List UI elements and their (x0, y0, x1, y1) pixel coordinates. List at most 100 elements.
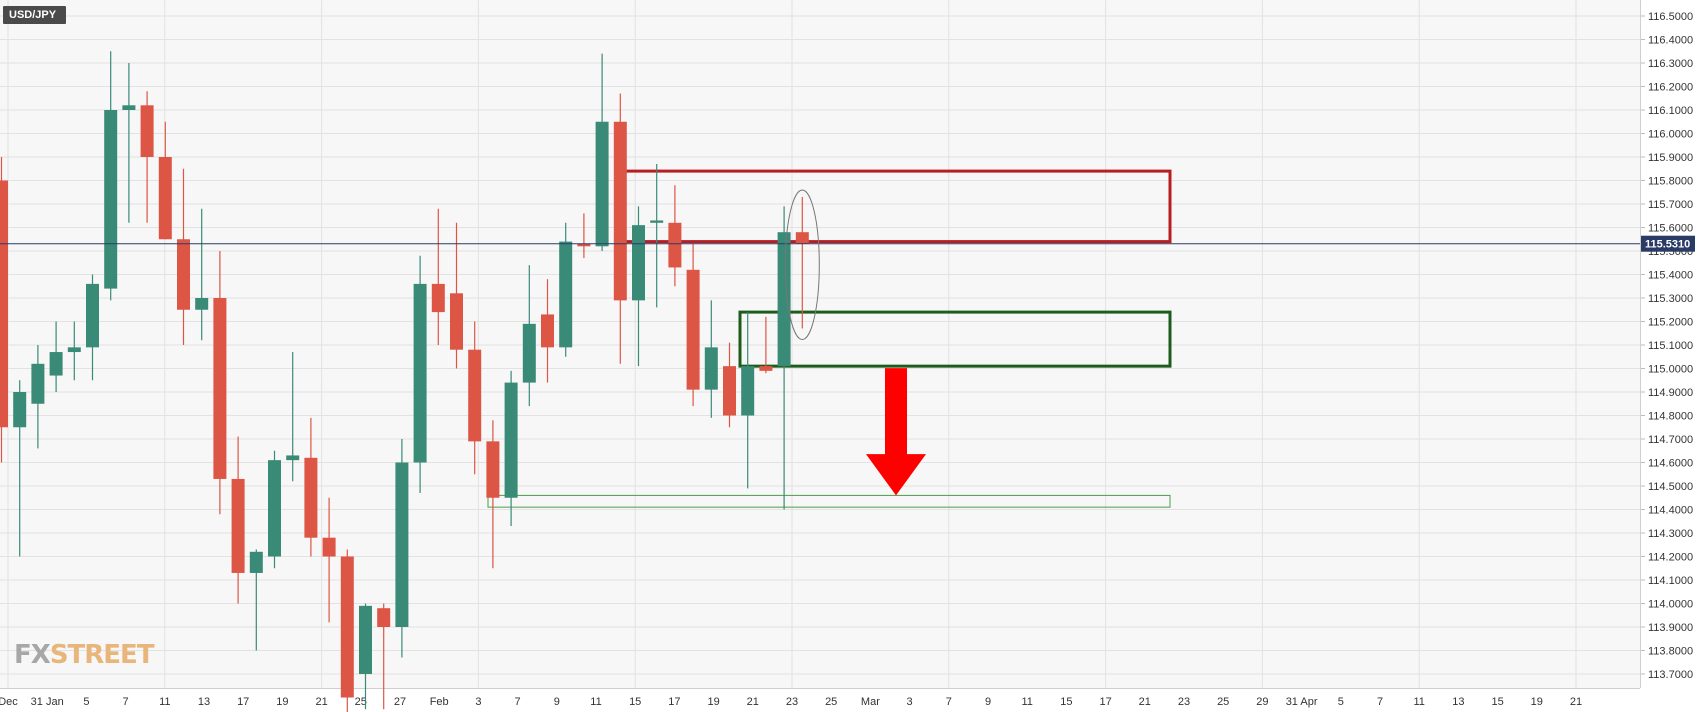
candle-body (704, 347, 718, 390)
x-tick-label: 15 (1060, 696, 1072, 708)
y-axis-labels: 116.5000 116.4000 116.3000 116.2000 116.1000… (1640, 11, 1693, 681)
candle-down (450, 222, 463, 369)
x-tick-label: 21 (315, 696, 327, 708)
logo-fx: FX (14, 640, 51, 670)
y-tick-label: 114.9000 (1648, 387, 1693, 399)
x-tick-label: 11 (1413, 696, 1424, 708)
x-axis-labels: Dec 31 Jan 5 7 11 13 17 19 21 25 27 Feb 3 7 9 11 15 17 19 2… (0, 696, 1582, 708)
candle-body (795, 232, 809, 244)
x-tick-label: 11 (159, 696, 170, 708)
candle-body (13, 392, 27, 428)
x-tick-label: 13 (1452, 696, 1464, 708)
y-tick-label: 114.8000 (1648, 411, 1693, 423)
y-tick-label: 115.6000 (1648, 223, 1693, 235)
y-tick-label: 114.7000 (1648, 434, 1693, 446)
candle-body (468, 349, 482, 442)
y-tick-label: 114.0000 (1648, 599, 1693, 611)
x-tick-label: Dec (0, 696, 18, 708)
x-tick-label: Mar (861, 696, 880, 708)
x-tick-label: 9 (985, 696, 991, 708)
x-tick-label: 17 (1099, 696, 1111, 708)
candle-body (104, 110, 118, 289)
x-tick-label: 17 (668, 696, 680, 708)
x-tick-label: 31 Apr (1286, 696, 1318, 708)
candle-up (359, 603, 372, 710)
x-tick-label: 11 (590, 696, 601, 708)
candle-body (759, 366, 773, 371)
candle-down (322, 497, 336, 623)
candle-body (613, 121, 627, 301)
candle-body (249, 551, 263, 573)
candle-up (122, 63, 136, 223)
x-tick-label: 7 (1377, 696, 1383, 708)
x-tick-label: 19 (276, 696, 288, 708)
y-tick-label: 115.2000 (1648, 317, 1693, 329)
candle-body (195, 298, 209, 310)
candle-down (486, 420, 500, 569)
grid (0, 0, 1640, 688)
candle-down (668, 185, 682, 287)
x-tick-label: 21 (1139, 696, 1151, 708)
candle-down (577, 213, 591, 259)
candle-up (67, 321, 81, 381)
x-tick-label: 5 (83, 696, 89, 708)
target-zone (487, 494, 1171, 508)
y-tick-label: 113.7000 (1648, 669, 1693, 681)
x-tick-label: 15 (1491, 696, 1503, 708)
candle-body (31, 363, 45, 404)
y-tick-label: 115.8000 (1648, 176, 1693, 188)
candle-body (67, 347, 81, 353)
candle-body (177, 239, 190, 310)
candle-up (504, 370, 518, 526)
y-tick-label: 116.1000 (1648, 105, 1693, 117)
candle-body (686, 269, 700, 390)
candle-body (559, 241, 573, 348)
candle-body (213, 298, 227, 479)
x-tick-label: 25 (1217, 696, 1229, 708)
x-tick-label: 11 (1021, 696, 1032, 708)
candle-body (322, 537, 336, 557)
candle-up (268, 450, 281, 569)
x-tick-label: 9 (554, 696, 560, 708)
y-tick-label: 115.4000 (1648, 270, 1693, 282)
candle-down (759, 316, 773, 374)
candle-down (158, 121, 172, 240)
candle-down (431, 208, 445, 345)
y-tick-label: 114.3000 (1648, 528, 1693, 540)
candle-up (704, 300, 718, 418)
candle-body (286, 455, 300, 461)
candle-down (231, 436, 245, 604)
candle-up (49, 321, 63, 392)
x-tick-label: 13 (198, 696, 210, 708)
x-tick-label: 25 (355, 696, 367, 708)
candle-down (304, 417, 318, 557)
candle-body (395, 462, 409, 627)
candle-up (395, 439, 409, 658)
candle-up (13, 380, 27, 557)
candle-down (340, 549, 354, 712)
x-tick-label: 19 (707, 696, 719, 708)
candle-body (541, 314, 554, 348)
candle-down (686, 243, 700, 407)
x-tick-label: 31 Jan (31, 696, 64, 708)
x-tick-label: 5 (1338, 696, 1344, 708)
candle-body (86, 283, 99, 348)
y-tick-label: 115.7000 (1648, 199, 1693, 211)
logo-street: STREET (49, 640, 155, 670)
candle-body (650, 220, 664, 223)
candle-up (650, 164, 664, 308)
candle-body (777, 232, 791, 367)
candle-body (377, 608, 391, 627)
current-price-label-bg (1641, 235, 1695, 252)
y-tick-label: 113.9000 (1648, 622, 1693, 634)
candle-body (431, 283, 445, 313)
x-tick-label: 7 (946, 696, 952, 708)
candle-body (723, 366, 736, 416)
candle-up (522, 265, 536, 407)
symbol-badge: USD/JPY (3, 6, 67, 24)
x-tick-label: 21 (747, 696, 759, 708)
candle-down (0, 157, 8, 463)
x-tick-label: 19 (1531, 696, 1543, 708)
candle-down (377, 603, 391, 710)
